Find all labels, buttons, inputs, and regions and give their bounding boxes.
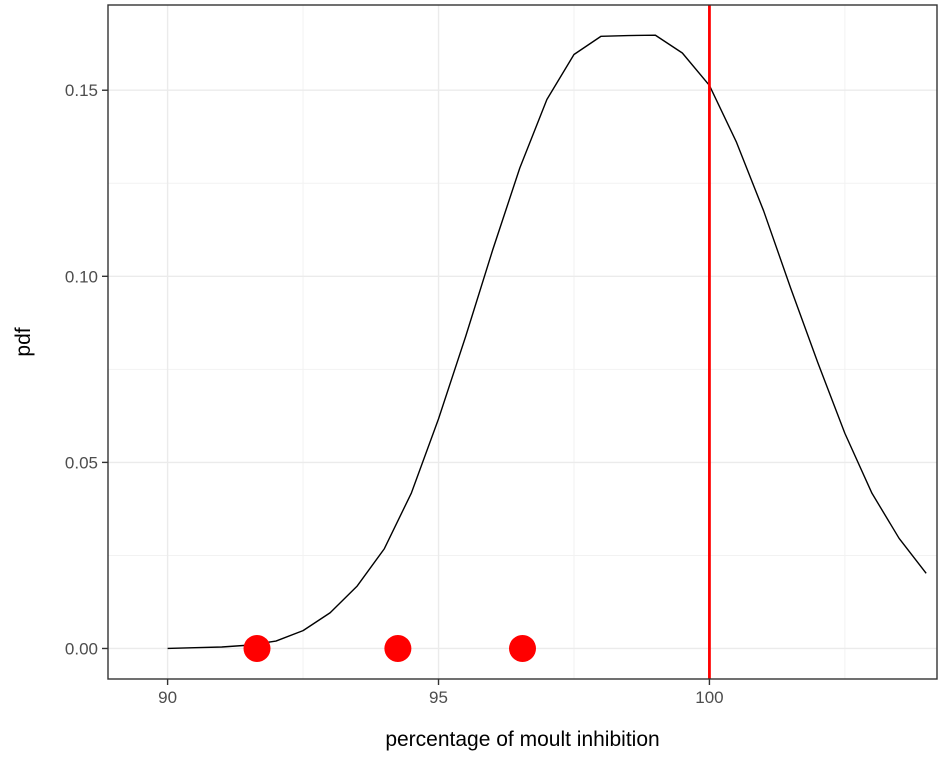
x-axis-title: percentage of moult inhibition <box>385 728 659 751</box>
x-tick-label-0: 90 <box>158 688 177 707</box>
y-tick-label-2: 0.10 <box>65 267 98 286</box>
axis-layer: 90 95 100 0.00 0.05 0.10 0.15 <box>65 81 724 707</box>
data-layer <box>167 5 927 679</box>
observation-point-1 <box>384 634 412 662</box>
y-tick-label-1: 0.05 <box>65 453 98 472</box>
y-axis-title: pdf <box>12 327 35 356</box>
x-tick-label-2: 100 <box>695 688 723 707</box>
observation-point-2 <box>509 634 536 662</box>
observation-point-0 <box>243 634 271 662</box>
density-curve <box>167 34 927 650</box>
x-tick-label-1: 95 <box>429 688 448 707</box>
plot-panel-background <box>108 5 937 679</box>
plot-panel-border <box>107 4 938 680</box>
y-tick-label-0: 0.00 <box>65 639 98 658</box>
y-tick-label-3: 0.15 <box>65 81 98 100</box>
